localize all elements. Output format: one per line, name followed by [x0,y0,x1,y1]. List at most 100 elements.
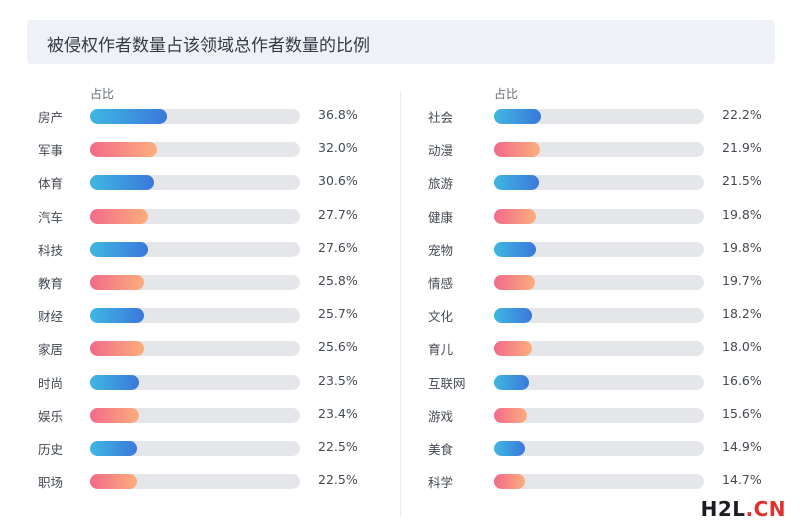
bar-track [90,374,300,390]
value-label: 14.7% [722,472,762,488]
value-label: 19.8% [722,239,762,255]
bar-track [90,241,300,257]
bar-track [90,341,300,357]
value-label: 22.5% [318,439,358,454]
bar-fill [494,175,540,191]
bar-row: 时尚 23.5% [38,372,378,392]
value-label: 18.0% [722,339,762,355]
value-label: 16.6% [722,372,762,388]
bar-track [90,308,300,324]
value-label: 22.2% [722,107,762,122]
bar-fill [494,374,529,390]
bar-fill [90,374,140,390]
value-label: 23.4% [318,405,358,421]
value-label: 36.8% [318,107,358,122]
category-label: 家居 [38,342,64,358]
bar-row: 动漫 21.9% [428,139,768,159]
value-label: 23.5% [318,372,358,388]
bar-row: 文化 18.2% [428,305,768,325]
bar-track [494,275,704,290]
bar-row: 育儿 18.0% [428,338,768,358]
bar-fill [90,341,144,357]
bar-row: 情感 19.7% [428,272,768,292]
right-bar-chart: 占比社会 22.2% 动漫 21.9% 旅游 21.5% 健康 19.8% 宠物 19.8% 情感 1… [428,80,788,520]
bar-fill [90,142,158,158]
value-label: 25.7% [318,306,358,322]
bar-row: 体育 30.6% [38,172,378,192]
value-label: 19.7% [722,273,762,288]
value-label: 30.6% [318,173,358,189]
bar-track [90,407,300,423]
category-label: 军事 [38,143,64,159]
category-label: 社会 [428,110,454,125]
bar-track [90,175,300,191]
column-header: 占比 [494,87,519,101]
category-label: 财经 [38,309,64,325]
category-label: 娱乐 [38,408,64,424]
bar-fill [494,341,532,357]
bar-track [494,374,704,390]
bar-fill [494,441,526,456]
bar-track [494,241,704,257]
category-label: 动漫 [428,143,454,159]
watermark-logo: H2L.CN [701,497,786,521]
bar-fill [90,474,138,490]
value-label: 22.5% [318,472,358,488]
category-label: 汽车 [38,209,64,225]
category-label: 情感 [428,276,454,291]
bar-fill [494,308,533,324]
column-header: 占比 [90,87,115,101]
category-label: 科技 [38,242,64,258]
bar-fill [90,109,168,124]
bar-row: 汽车 27.7% [38,206,378,226]
category-label: 历史 [38,442,64,457]
bar-row: 教育 25.8% [38,272,378,292]
bar-fill [494,109,541,124]
bar-row: 美食 14.9% [428,438,768,458]
bar-track [90,142,300,158]
category-label: 游戏 [428,408,454,424]
bar-row: 科技 27.6% [38,239,378,259]
category-label: 美食 [428,442,454,457]
bar-row: 科学 14.7% [428,471,768,491]
category-label: 科学 [428,475,454,491]
bar-row: 旅游 21.5% [428,172,768,192]
bar-row: 健康 19.8% [428,206,768,226]
bar-row: 社会 22.2% [428,106,768,126]
bar-row: 互联网 16.6% [428,372,768,392]
category-label: 职场 [38,475,64,491]
category-label: 教育 [38,276,64,291]
value-label: 32.0% [318,140,358,156]
column-divider [400,92,401,517]
category-label: 宠物 [428,242,454,258]
bar-row: 家居 25.6% [38,338,378,358]
bar-row: 房产 36.8% [38,106,378,126]
bar-row: 游戏 15.6% [428,405,768,425]
category-label: 房产 [38,110,64,125]
value-label: 15.6% [722,405,762,421]
bar-fill [90,407,140,423]
left-bar-chart: 占比 房产 36.8% 军事 32.0% 体育 30.6% 汽车 27.7% 科技 27.6% 教育 2… [38,80,398,520]
title-bar: 被侵权作者数量占该领域总作者数量的比例 [27,20,775,64]
bar-track [494,208,704,224]
chart-title: 被侵权作者数量占该领域总作者数量的比例 [47,36,370,56]
bar-fill [494,142,540,158]
value-label: 21.5% [722,173,762,189]
bar-track [90,275,300,290]
watermark-part1: H2L [700,497,746,521]
bar-row: 职场 22.5% [38,471,378,491]
value-label: 27.7% [318,206,358,222]
bar-track [494,407,704,423]
watermark-part2: .CN [745,497,786,521]
bar-fill [494,474,525,490]
bar-track [494,142,704,158]
bar-row: 娱乐 23.4% [38,405,378,425]
bar-fill [90,208,149,224]
category-label: 健康 [428,209,454,225]
value-label: 19.8% [722,206,762,222]
category-label: 时尚 [38,375,64,391]
category-label: 文化 [428,309,454,325]
value-label: 27.6% [318,239,358,255]
bar-fill [90,241,148,257]
bar-fill [494,275,536,290]
